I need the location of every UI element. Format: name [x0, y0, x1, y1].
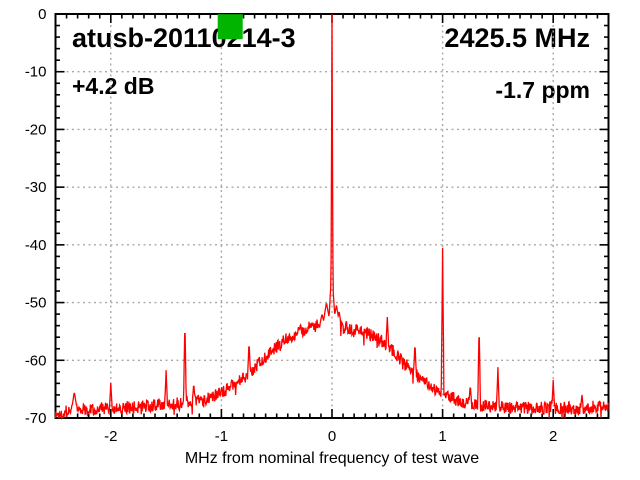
spectrum-trace: [54, 13, 610, 420]
center-frequency-label: 2425.5 MHz: [444, 23, 590, 53]
x-tick-label: 2: [549, 428, 557, 445]
y-tick-label: -60: [25, 352, 47, 369]
test-id-label: atusb-20110214-3: [72, 23, 296, 53]
y-tick-label: -10: [25, 64, 47, 81]
y-tick-label: -50: [25, 295, 47, 312]
y-tick-label: 0: [38, 6, 46, 23]
axis-ticks: [54, 13, 610, 419]
y-tick-label: -70: [25, 410, 47, 427]
y-tick-label: -40: [25, 237, 47, 254]
y-tick-label: -30: [25, 179, 47, 196]
tick-labels: -2 -1 0 1 20-10-20-30-40-50-60-70: [25, 6, 558, 445]
gain-offset-label: +4.2 dB: [72, 73, 155, 99]
y-tick-label: -20: [25, 121, 47, 138]
status-marker-square: [217, 14, 243, 40]
x-tick-label: 1: [438, 428, 446, 445]
x-axis-label: MHz from nominal frequency of test wave: [184, 450, 480, 467]
ppm-error-label: -1.7 ppm: [495, 77, 590, 103]
x-tick-label: 0: [328, 428, 336, 445]
x-tick-label: -2: [104, 428, 117, 445]
x-tick-label: -1: [215, 428, 228, 445]
